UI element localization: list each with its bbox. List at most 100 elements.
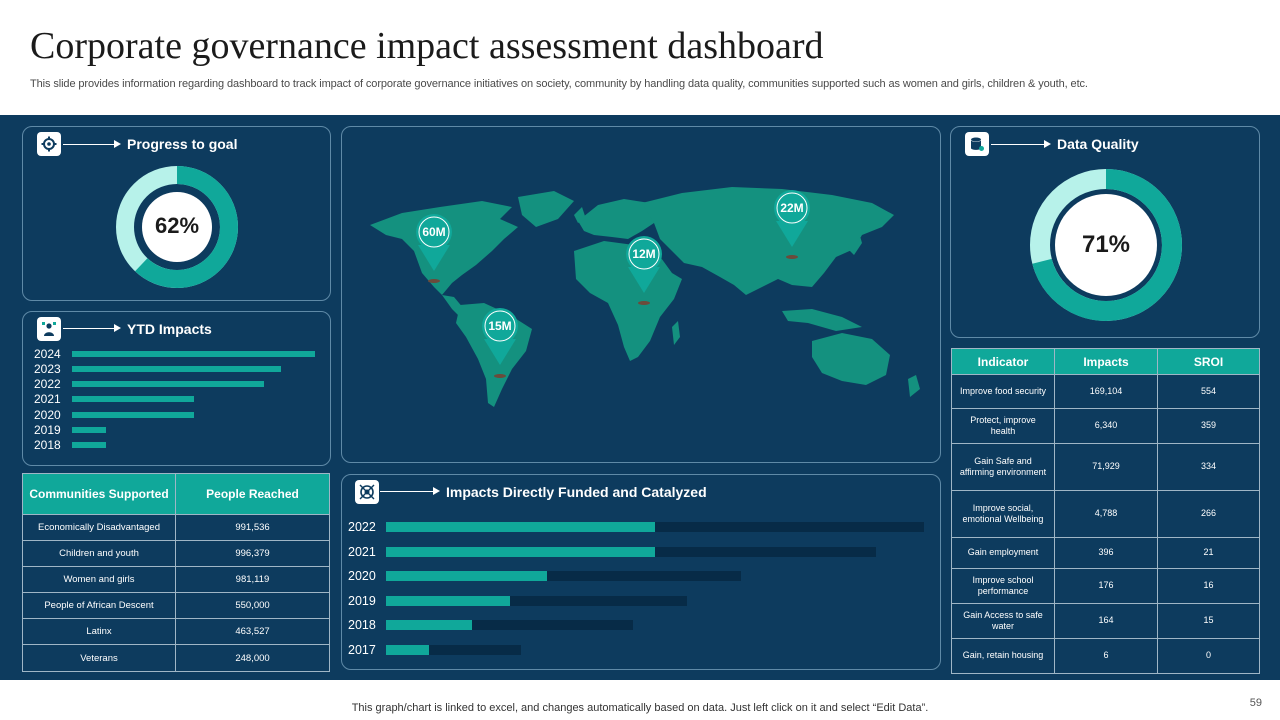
table-row: Improve food security 169,104 554: [951, 374, 1260, 409]
impact-year-label: 2022: [348, 520, 376, 534]
table-row: Gain employment 396 21: [951, 537, 1260, 569]
japan-shape: [848, 229, 862, 255]
indicator-name: Gain employment: [951, 537, 1055, 569]
community-name: People of African Descent: [22, 592, 176, 620]
ytd-year-label: 2020: [34, 407, 61, 422]
new-zealand-shape: [908, 375, 920, 397]
impact-year-label: 2019: [348, 593, 376, 608]
catalyzed-bar: [386, 571, 742, 582]
indicator-name: Improve food security: [951, 374, 1055, 409]
data-quality-value: 71%: [1081, 231, 1131, 258]
indicator-impacts: 396: [1054, 537, 1158, 569]
ytd-panel: YTD Impacts: [22, 311, 331, 466]
impact-year-label: 2018: [348, 618, 376, 633]
sroi-header: SROI: [1157, 348, 1260, 375]
table-row: Women and girls 981,119: [22, 566, 330, 594]
funded-bar: [386, 620, 473, 631]
indicator-sroi: 334: [1157, 443, 1260, 491]
catalyzed-bar: [386, 620, 634, 631]
ytd-title: YTD Impacts: [127, 321, 212, 337]
page-number: 59: [1249, 697, 1262, 709]
communities-header: Communities Supported: [22, 473, 176, 515]
ytd-bar: [72, 442, 107, 449]
progress-arrow: [63, 140, 121, 148]
table-row: Economically Disadvantaged 991,536: [22, 513, 330, 542]
indicator-impacts: 71,929: [1054, 443, 1158, 491]
ytd-row: 2018: [34, 438, 107, 453]
world-map: 60M 15M 12M 22M: [370, 187, 920, 407]
indicator-impacts: 4,788: [1054, 490, 1158, 538]
indicator-sroi: 15: [1157, 603, 1260, 639]
progress-panel: Progress to goal 62%: [22, 126, 331, 301]
ytd-year-label: 2023: [34, 361, 61, 376]
map-panel: 60M 15M 12M 22M: [341, 126, 941, 463]
indicator-impacts: 169,104: [1054, 374, 1158, 409]
people-reached: 463,527: [175, 618, 330, 646]
ytd-bar: [72, 365, 281, 372]
community-name: Children and youth: [22, 540, 176, 568]
ytd-year-label: 2019: [34, 423, 61, 437]
ytd-arrow: [63, 324, 121, 332]
indicator-impacts: 6,340: [1054, 408, 1158, 444]
indicator-table: Indicator Impacts SROI Improve food secu…: [951, 348, 1260, 674]
impact-row: 2018: [348, 615, 634, 635]
pin-south-america[interactable]: 15M: [482, 308, 518, 378]
people-reached: 248,000: [175, 644, 330, 672]
table-row: Children and youth 996,379: [22, 540, 330, 568]
indicator-impacts: 164: [1054, 603, 1158, 639]
data-quality-donut: [1030, 169, 1182, 321]
community-name: Veterans: [22, 644, 176, 672]
ytd-row: 2024: [34, 346, 315, 361]
data-quality-donut-center: [1055, 194, 1157, 296]
page-subtitle: This slide provides information regardin…: [30, 78, 1088, 90]
indicator-sroi: 21: [1157, 537, 1260, 569]
catalyzed-bar: [386, 546, 876, 557]
indicator-header: Indicator: [951, 348, 1055, 375]
pin-label-asia: 22M: [780, 201, 803, 215]
ytd-bar: [72, 427, 107, 433]
catalyzed-bar: [386, 645, 521, 655]
data-quality-panel: Data Quality 71%: [950, 126, 1260, 338]
people-reached: 996,379: [175, 540, 330, 568]
impact-year-label: 2021: [348, 544, 376, 559]
indicator-sroi: 554: [1157, 374, 1260, 409]
ytd-row: 2019: [34, 423, 107, 438]
data-quality-donut-arc: [1030, 169, 1182, 321]
uk-shape: [574, 207, 586, 223]
table-row: Gain Access to safe water 164 15: [951, 603, 1260, 639]
ytd-row: 2023: [34, 361, 281, 376]
ytd-row: 2020: [34, 407, 194, 422]
impact-year-label: 2020: [348, 569, 376, 584]
community-name: Latinx: [22, 618, 176, 646]
table-row: Gain, retain housing 6 0: [951, 638, 1260, 674]
funded-bar: [386, 522, 655, 532]
pin-asia[interactable]: 22M: [774, 190, 810, 259]
table-row: People of African Descent 550,000: [22, 592, 330, 620]
pin-label-north-america: 60M: [422, 225, 445, 239]
pin-label-africa: 12M: [632, 247, 655, 261]
data-quality-arrow: [991, 140, 1051, 148]
impact-row: 2021: [348, 542, 876, 562]
pin-north-america[interactable]: 60M: [416, 214, 452, 283]
greenland-shape: [518, 191, 574, 227]
progress-donut-center: [142, 192, 212, 262]
table-row: Veterans 248,000: [22, 644, 330, 672]
impact-year-label: 2017: [348, 643, 376, 657]
presenter-icon: [37, 317, 61, 341]
people-reached: 981,119: [175, 566, 330, 594]
indicator-impacts: 6: [1054, 638, 1158, 674]
pin-africa[interactable]: 12M: [626, 236, 662, 305]
target-gear-icon: [355, 480, 379, 504]
ytd-year-label: 2024: [34, 346, 61, 361]
progress-donut: [116, 166, 238, 288]
impact-row: 2022: [348, 517, 924, 537]
funded-bar: [386, 645, 430, 655]
ytd-row: 2021: [34, 392, 194, 407]
ytd-row: 2022: [34, 377, 264, 392]
indicator-name: Protect, improve health: [951, 408, 1055, 444]
community-name: Economically Disadvantaged: [22, 513, 176, 542]
progress-title: Progress to goal: [127, 136, 238, 152]
page-title: Corporate governance impact assessment d…: [30, 25, 824, 67]
ytd-year-label: 2018: [34, 438, 61, 453]
europe-shape: [578, 199, 660, 239]
